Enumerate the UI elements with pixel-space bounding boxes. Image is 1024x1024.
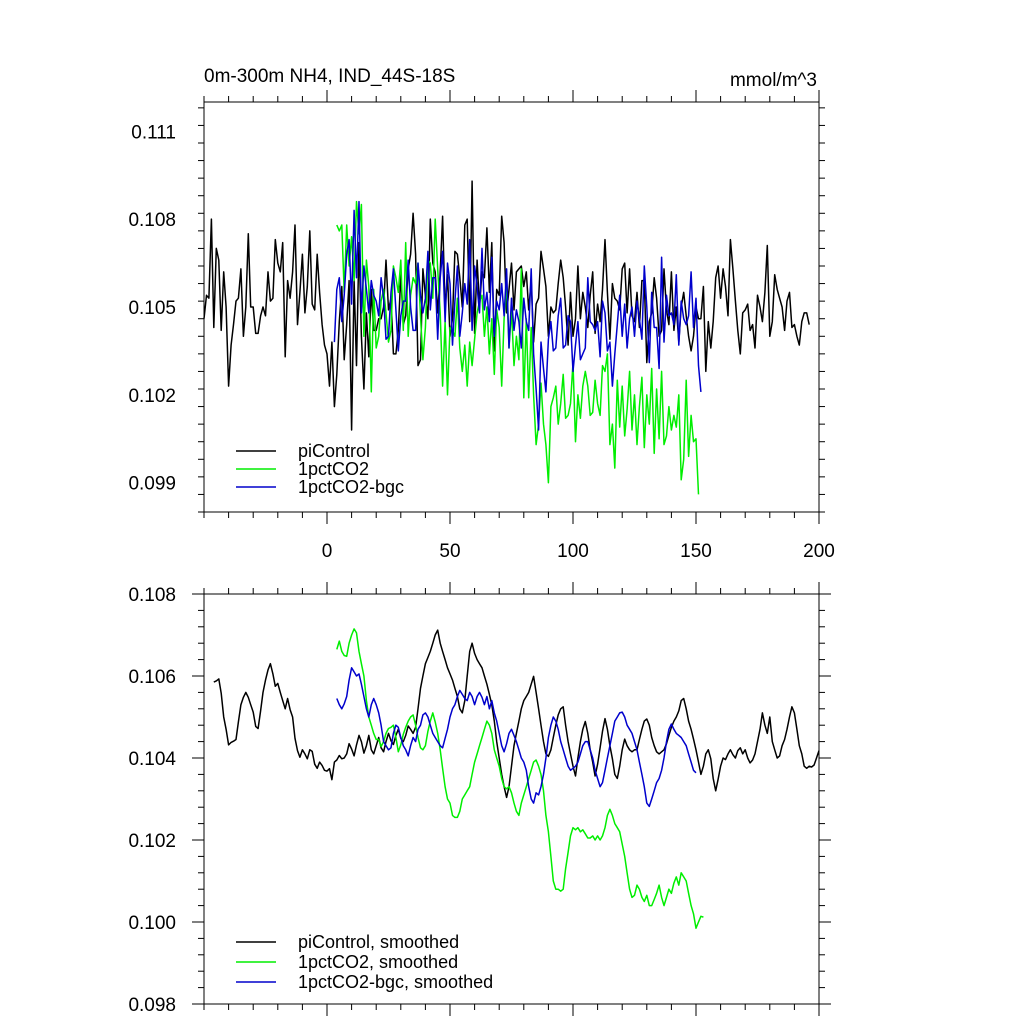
y-tick-label: 0.111 xyxy=(131,122,176,143)
y-tick-label: 0.099 xyxy=(128,474,176,495)
legend-label: 1pctCO2 xyxy=(298,459,369,479)
x-tick-label: 50 xyxy=(439,541,460,562)
legend-label: piControl, smoothed xyxy=(298,932,459,952)
bottom-panel: 0.098 0.100 0.102 0.104 0.106 0.108 piControl,… xyxy=(128,582,831,1016)
series-line-1pctco2-smoothed xyxy=(336,628,704,929)
y-tick-label: 0.100 xyxy=(128,913,176,934)
series-line-picontrol-smoothed xyxy=(213,629,820,799)
y-tick-label: 0.108 xyxy=(128,210,176,231)
legend-label: piControl xyxy=(298,441,370,461)
legend-label: 1pctCO2, smoothed xyxy=(298,952,458,972)
series-line-picontrol xyxy=(203,180,810,431)
y-tick-label: 0.105 xyxy=(128,298,176,319)
x-tick-label: 100 xyxy=(557,541,589,562)
y-tick-label: 0.102 xyxy=(128,386,176,407)
y-tick-label: 0.104 xyxy=(128,749,176,770)
y-tick-label: 0.108 xyxy=(128,585,176,606)
units-label: mmol/m^3 xyxy=(730,70,817,91)
y-tick-label: 0.106 xyxy=(128,667,176,688)
legend-label: 1pctCO2-bgc xyxy=(298,477,404,497)
y-tick-label: 0.102 xyxy=(128,831,176,852)
x-tick-label: 0 xyxy=(322,541,333,562)
plot-frame xyxy=(203,101,820,513)
series-line-1pctco2-bgc-smoothed xyxy=(336,667,697,808)
x-tick-label: 150 xyxy=(680,541,712,562)
plot-frame xyxy=(203,593,820,1005)
x-tick-label: 200 xyxy=(803,541,835,562)
series-line-1pctco2-bgc xyxy=(333,200,702,431)
y-tick-label: 0.098 xyxy=(128,995,176,1016)
series-line-1pctco2 xyxy=(336,200,700,495)
top-panel: 0 50 100 150 200 0.099 0.102 0.105 0.108 0.111 0m-… xyxy=(128,66,834,562)
legend-label: 1pctCO2-bgc, smoothed xyxy=(298,972,493,992)
chart-title: 0m-300m NH4, IND_44S-18S xyxy=(204,66,455,87)
